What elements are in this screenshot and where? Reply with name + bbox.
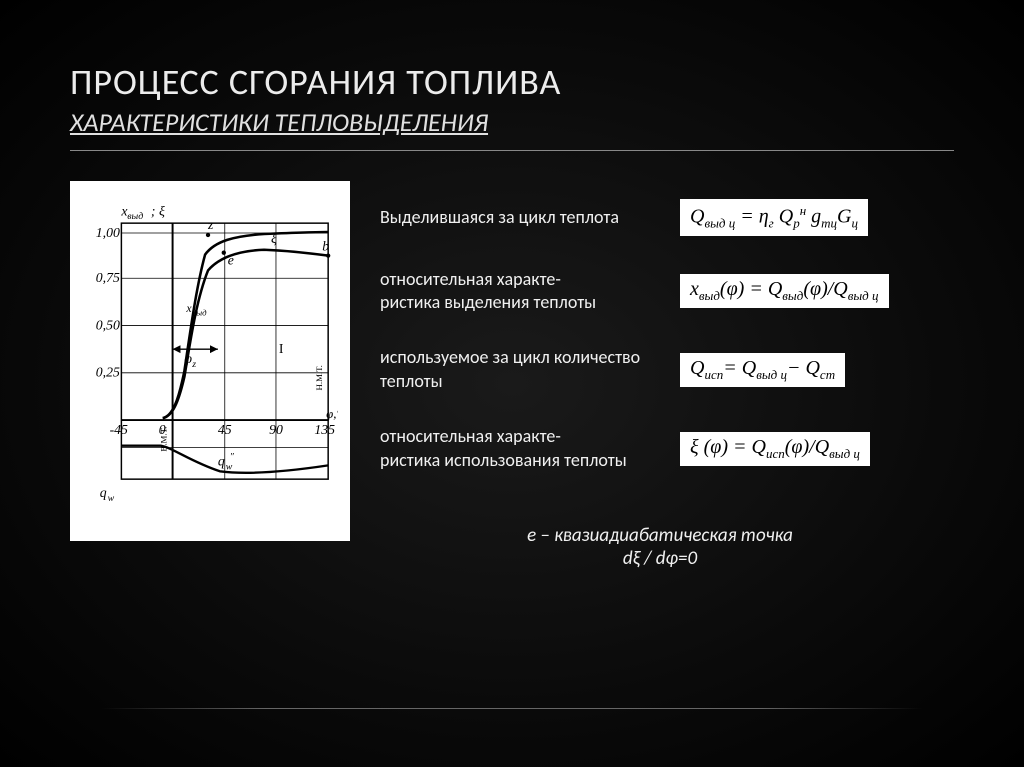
svg-text:″: ″: [230, 451, 235, 462]
page-title: ПРОЦЕСС СГОРАНИЯ ТОПЛИВА: [70, 60, 954, 104]
svg-text:0,50: 0,50: [96, 317, 120, 332]
svg-text:90: 90: [269, 422, 283, 437]
footnote-line-2: dξ / dφ=0: [380, 547, 940, 570]
chart-column: xвыд ; ξ 1,00 0,75 0,50 0,25 0 -45 45 90…: [70, 181, 350, 570]
svg-text:выд: выд: [192, 308, 207, 318]
formula-4: ξ (φ) = Qисп(φ)/Qвыд ц: [680, 432, 870, 466]
svg-text:b: b: [322, 239, 329, 254]
desc-2: относительная характе- ристика выделения…: [380, 268, 650, 315]
svg-text:I: I: [279, 341, 284, 356]
svg-text:e: e: [228, 253, 234, 268]
floor-reflection-line: [102, 708, 921, 709]
definition-row-3: используемое за цикл количество теплоты …: [380, 346, 954, 393]
svg-text:Н.М.Т.: Н.М.Т.: [314, 365, 324, 390]
svg-text:1,00: 1,00: [96, 225, 120, 240]
svg-text:q: q: [218, 453, 225, 468]
footnote-block: е – квазиадиабатическая точка dξ / dφ=0: [380, 504, 954, 570]
formula-3: Qисп= Qвыд ц− Qст: [680, 353, 845, 387]
svg-text:z: z: [191, 359, 196, 370]
svg-text:45: 45: [218, 422, 232, 437]
svg-text:0,25: 0,25: [96, 365, 120, 380]
svg-text:w: w: [226, 461, 233, 472]
formula-1: Qвыд ц = ηг Qpн gтцGц: [680, 199, 868, 236]
definition-row-1: Выделившаяся за цикл теплота Qвыд ц = ηг…: [380, 199, 954, 236]
svg-text:ξ: ξ: [271, 231, 277, 246]
svg-text:; ξ: ; ξ: [151, 203, 165, 218]
chart-svg: xвыд ; ξ 1,00 0,75 0,50 0,25 0 -45 45 90…: [82, 193, 338, 529]
svg-text:φ: φ: [184, 351, 192, 366]
desc-4: относительная характе- ристика использов…: [380, 425, 650, 472]
svg-text:w: w: [108, 493, 115, 504]
text-column: Выделившаяся за цикл теплота Qвыд ц = ηг…: [380, 181, 954, 570]
page-subtitle: ХАРАКТЕРИСТИКИ ТЕПЛОВЫДЕЛЕНИЯ: [70, 106, 954, 138]
definition-row-4: относительная характе- ристика использов…: [380, 425, 954, 472]
desc-3: используемое за цикл количество теплоты: [380, 346, 650, 393]
svg-text:z: z: [207, 217, 214, 232]
content-area: xвыд ; ξ 1,00 0,75 0,50 0,25 0 -45 45 90…: [70, 181, 954, 570]
title-divider: [70, 150, 954, 151]
svg-text:135: 135: [314, 422, 335, 437]
svg-text:q: q: [100, 485, 107, 500]
svg-text:φ,°: φ,°: [326, 407, 338, 421]
svg-text:выд: выд: [127, 211, 143, 222]
desc-1: Выделившаяся за цикл теплота: [380, 206, 650, 229]
definition-row-2: относительная характе- ристика выделения…: [380, 268, 954, 315]
svg-text:В.М.Т.: В.М.Т.: [159, 427, 169, 452]
svg-text:-45: -45: [110, 422, 128, 437]
combustion-chart: xвыд ; ξ 1,00 0,75 0,50 0,25 0 -45 45 90…: [70, 181, 350, 541]
footnote-line-1: е – квазиадиабатическая точка: [380, 524, 940, 547]
svg-text:0,75: 0,75: [96, 270, 120, 285]
slide-container: ПРОЦЕСС СГОРАНИЯ ТОПЛИВА ХАРАКТЕРИСТИКИ …: [0, 0, 1024, 767]
formula-2: xвыд(φ) = Qвыд(φ)/Qвыд ц: [680, 274, 889, 308]
